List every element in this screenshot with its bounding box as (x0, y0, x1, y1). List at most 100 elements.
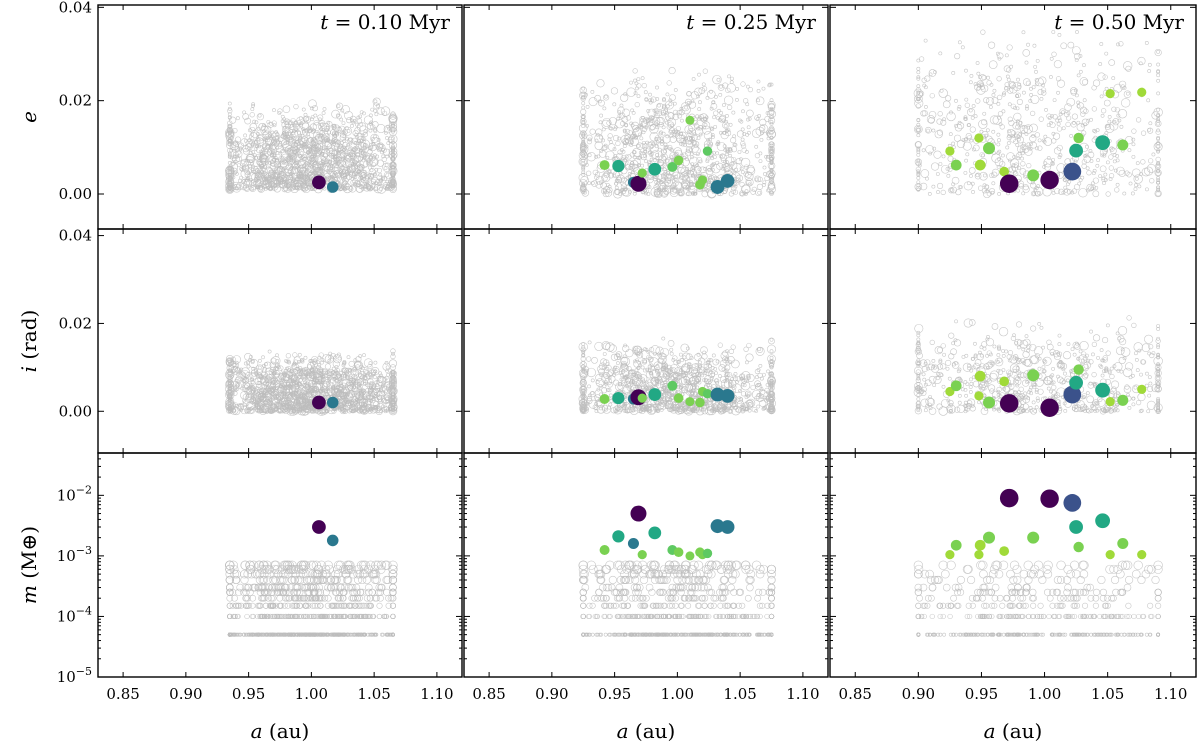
planetesimal-m (245, 602, 253, 609)
planetesimal-i (368, 375, 373, 380)
planetesimal-m (376, 602, 383, 609)
planetesimal-e (383, 166, 388, 171)
planetesimal-e (739, 181, 745, 188)
planetesimal-e (268, 134, 273, 138)
planetesimal-e (580, 108, 587, 115)
planetesimal-i (389, 387, 397, 394)
planetesimal-m (324, 594, 332, 602)
planetesimal-e (391, 136, 395, 141)
swarm-column-0 (225, 97, 398, 637)
planetesimal-i (303, 355, 308, 360)
planetesimal-e (302, 154, 307, 158)
planetesimal-e (359, 164, 364, 169)
planetesimal-e (655, 85, 659, 90)
planetesimal-m (373, 594, 380, 602)
planetesimal-i (678, 352, 683, 357)
planetesimal-m (334, 594, 342, 602)
planetesimal-m (290, 594, 298, 602)
planetesimal-i (363, 373, 371, 381)
planetesimal-e (238, 147, 243, 152)
planetesimal-m (279, 588, 288, 596)
planetesimal-m (232, 613, 238, 620)
planetesimal-m (356, 588, 364, 596)
planetesimal-i (363, 358, 373, 368)
planetesimal-e (227, 151, 232, 156)
planetesimal-m (275, 632, 279, 637)
planetesimal-i (254, 368, 259, 372)
planetesimal-i (732, 383, 742, 393)
planetesimal-m (376, 613, 382, 620)
planetesimal-e (388, 121, 398, 130)
planetesimal-e (376, 167, 383, 174)
planetesimal-i (386, 372, 390, 377)
planetesimal-e (363, 172, 371, 180)
planetesimal-m (364, 583, 373, 592)
planetesimal-e (581, 101, 586, 106)
planetesimal-e (235, 116, 240, 121)
planetesimal-e (344, 186, 348, 191)
planetesimal-e (361, 145, 367, 151)
planetesimal-e (293, 103, 299, 110)
planetesimal-e (386, 124, 391, 129)
planetesimal-e (302, 187, 307, 192)
planetesimal-e (385, 154, 389, 159)
planetesimal-m (236, 583, 244, 592)
planetesimal-m (389, 602, 397, 609)
planetesimal-e (239, 175, 244, 180)
planetesimal-m (601, 613, 607, 620)
planetesimal-i (360, 401, 365, 406)
planetesimal-e (234, 154, 239, 159)
planetesimal-e (372, 153, 377, 158)
planetesimal-e (236, 163, 241, 168)
planetesimal-e (251, 169, 256, 174)
planetesimal-e (588, 97, 598, 107)
planetesimal-m (279, 575, 288, 585)
planetesimal-m (270, 583, 279, 592)
planetesimal-e (636, 83, 642, 89)
planetesimal-m (284, 602, 291, 609)
planetesimal-m (328, 613, 335, 620)
planetesimal-m (244, 602, 251, 609)
planetesimal-e (374, 167, 379, 172)
planetesimal-e (754, 144, 759, 149)
planetesimal-m (369, 632, 374, 637)
planetesimal-e (378, 186, 383, 191)
planetesimal-i (282, 381, 287, 386)
planetesimal-m (296, 569, 305, 579)
planetesimal-e (730, 137, 737, 144)
planetesimal-i (244, 353, 252, 361)
planetesimal-e (286, 176, 291, 181)
planetesimal-m (381, 632, 385, 637)
planetesimal-e (280, 149, 285, 154)
planetesimal-m (244, 613, 250, 620)
planetesimal-i (279, 382, 283, 387)
planetesimal-e (615, 140, 621, 147)
planetesimal-e (346, 117, 353, 124)
planetesimal-m (388, 569, 398, 579)
planetesimal-m (247, 569, 256, 579)
planetesimal-m (276, 594, 284, 602)
planetesimal-e (389, 112, 397, 120)
planetesimal-m (242, 594, 250, 602)
planetesimal-e (242, 163, 246, 168)
planetesimal-i (586, 356, 592, 362)
planetesimal-i (341, 361, 346, 366)
planetesimal-m (250, 569, 260, 579)
planetesimal-e (377, 142, 384, 150)
planetesimal-i (323, 376, 330, 382)
planetesimal-e (740, 137, 745, 142)
planetesimal-e (376, 124, 386, 134)
planetesimal-m (298, 583, 307, 592)
planetesimal-e (362, 137, 367, 142)
planetesimal-e (301, 107, 306, 112)
planetesimal-i (363, 375, 368, 380)
planetesimal-e (307, 126, 312, 131)
planetesimal-m (349, 588, 357, 596)
planetesimal-e (362, 161, 369, 167)
planetesimal-e (227, 101, 232, 106)
planetesimal-e (322, 107, 327, 111)
planetesimal-i (391, 351, 395, 356)
planetesimal-e (746, 125, 751, 130)
planetesimal-e (240, 160, 245, 165)
planetesimal-e (348, 147, 352, 152)
